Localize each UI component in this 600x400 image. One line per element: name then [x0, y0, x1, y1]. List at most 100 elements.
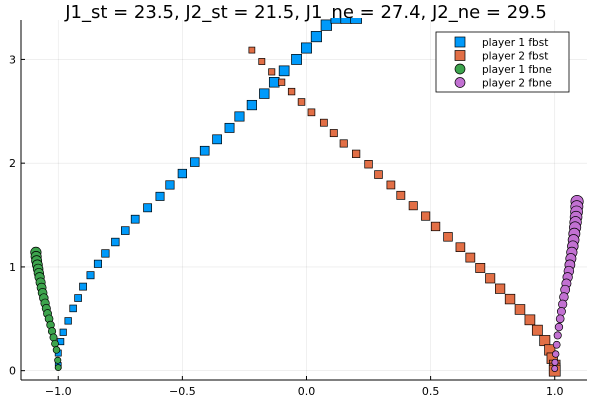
series-2 — [30, 246, 62, 371]
data-point — [69, 304, 77, 313]
data-point — [297, 98, 306, 106]
y-tick-label: 1 — [9, 261, 16, 274]
data-point — [212, 134, 222, 145]
data-point — [330, 18, 342, 24]
data-point — [54, 364, 62, 371]
data-point — [408, 201, 418, 211]
data-point — [556, 307, 566, 316]
legend-label: player 1 fbne — [482, 64, 552, 76]
series-0 — [54, 18, 362, 369]
data-point — [246, 99, 257, 111]
data-point — [514, 304, 526, 315]
data-point — [319, 118, 328, 127]
data-point — [485, 273, 496, 284]
data-point — [386, 180, 396, 190]
data-point — [101, 249, 110, 258]
data-point — [287, 87, 296, 96]
plot-marks — [30, 18, 584, 377]
data-point — [555, 314, 565, 324]
x-tick-label: 0.5 — [422, 385, 440, 398]
data-point — [93, 259, 102, 268]
data-point — [552, 340, 561, 349]
data-point — [396, 190, 406, 200]
data-point — [258, 58, 266, 65]
legend-marker — [454, 50, 466, 61]
data-point — [74, 294, 82, 302]
y-tick-label: 3 — [9, 53, 16, 66]
data-point — [430, 221, 441, 232]
legend-label: player 2 fbst — [482, 51, 548, 63]
chart-title: J1_st = 23.5, J2_st = 21.5, J1_ne = 27.4… — [64, 2, 547, 23]
axes — [20, 20, 587, 381]
data-point — [504, 293, 516, 305]
data-point — [320, 19, 332, 31]
data-point — [340, 18, 352, 24]
data-point — [190, 157, 200, 167]
data-point — [350, 18, 362, 24]
x-tick-label: −0.5 — [169, 385, 196, 398]
data-point — [421, 211, 431, 221]
data-point — [310, 31, 322, 43]
data-point — [553, 331, 562, 340]
data-point — [524, 314, 536, 326]
x-tick-label: 0.0 — [298, 385, 316, 398]
grid — [21, 20, 587, 380]
legend-label: player 1 fbst — [482, 37, 548, 49]
y-tick-label: 0 — [9, 365, 16, 378]
data-point — [552, 350, 560, 358]
y-tick-label: 2 — [9, 157, 16, 170]
data-point — [155, 191, 165, 201]
data-point — [259, 88, 270, 99]
data-point — [51, 339, 59, 348]
data-point — [111, 237, 120, 247]
data-point — [143, 203, 153, 213]
x-tick-labels: −1.0 −0.5 0.0 0.5 1.0 — [45, 385, 564, 398]
data-point — [224, 122, 235, 133]
data-point — [551, 365, 559, 372]
data-point — [531, 324, 543, 336]
data-point — [475, 263, 486, 273]
legend-marker — [454, 36, 466, 48]
data-point — [364, 160, 373, 169]
legend-marker — [454, 77, 466, 88]
data-point — [64, 317, 72, 325]
data-point — [59, 328, 67, 336]
data-point — [291, 54, 302, 65]
data-point — [54, 356, 62, 364]
data-point — [352, 149, 361, 158]
data-point — [307, 108, 316, 117]
legend-marker — [454, 63, 466, 75]
data-point — [79, 282, 87, 291]
data-point — [374, 170, 383, 179]
data-point — [268, 77, 280, 88]
legend-label: player 2 fbne — [482, 78, 552, 90]
data-point — [278, 78, 286, 86]
data-point — [465, 252, 476, 263]
data-point — [554, 322, 564, 332]
data-point — [455, 242, 466, 252]
x-tick-label: −1.0 — [45, 385, 72, 398]
data-point — [539, 335, 551, 347]
data-point — [329, 129, 338, 138]
x-tick-label: 1.0 — [546, 385, 564, 398]
data-point — [234, 111, 245, 122]
data-point — [551, 358, 559, 366]
data-point — [199, 145, 210, 156]
data-point — [443, 232, 453, 242]
data-point — [301, 42, 312, 54]
data-point — [121, 226, 130, 235]
data-point — [495, 283, 506, 294]
data-point — [52, 346, 61, 354]
data-point — [278, 65, 290, 77]
data-point — [248, 46, 256, 54]
data-point — [165, 180, 175, 190]
data-point — [130, 214, 140, 224]
data-point — [86, 271, 95, 280]
data-point — [177, 168, 187, 179]
series-3 — [551, 195, 584, 372]
data-point — [339, 139, 348, 148]
data-point — [268, 68, 276, 76]
y-tick-labels: 0 1 2 3 — [9, 53, 16, 377]
